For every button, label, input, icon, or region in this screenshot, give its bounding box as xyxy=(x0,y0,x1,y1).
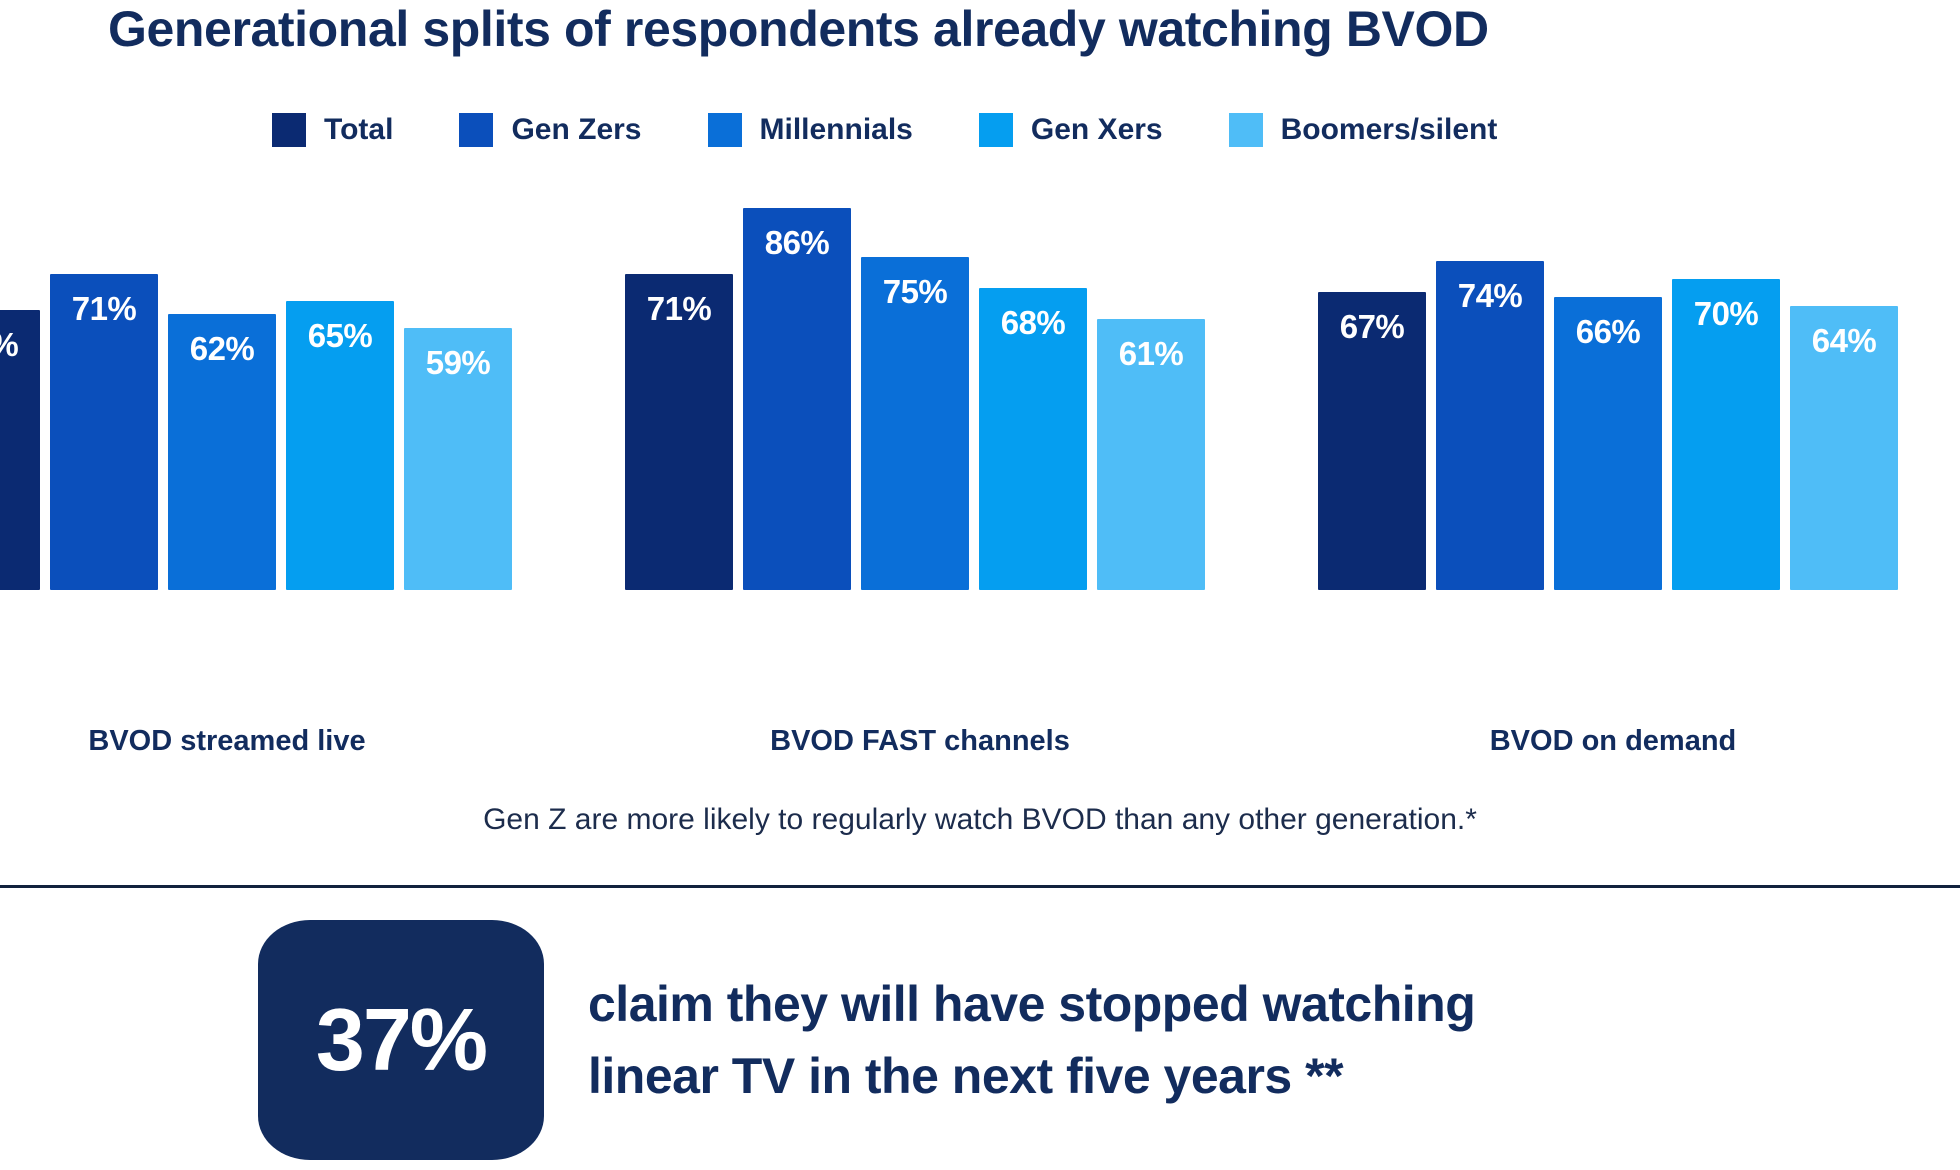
section-divider xyxy=(0,885,1960,888)
chart-caption: Gen Z are more likely to regularly watch… xyxy=(483,803,1477,836)
bar-slot: 64% xyxy=(1790,190,1898,590)
bar-value-label: 86% xyxy=(764,223,830,261)
bar-slot: 74% xyxy=(1436,190,1544,590)
legend-item-gen-zers[interactable]: Gen Zers xyxy=(459,113,642,147)
legend-item-label: Millennials xyxy=(759,113,913,146)
bar-slot: 67% xyxy=(1318,190,1426,590)
bar-value-label: 63% xyxy=(0,326,40,364)
legend-item-label: Gen Xers xyxy=(1030,113,1163,146)
category-label-bvod-streamed-live: BVOD streamed live xyxy=(88,725,366,757)
bar-value-label: 59% xyxy=(425,343,491,381)
bar-group-bvod-fast-channels: 71% 86% 75% 68% 61% xyxy=(625,190,1215,590)
bar-slot: 86% xyxy=(743,190,851,590)
bar[interactable]: 68% xyxy=(979,287,1087,590)
legend-swatch-icon xyxy=(978,113,1013,147)
bar-value-label: 65% xyxy=(307,317,373,355)
bar-value-label: 61% xyxy=(1118,334,1184,372)
bar[interactable]: 66% xyxy=(1554,296,1662,590)
page-title: Generational splits of respondents alrea… xyxy=(108,1,1489,57)
legend-item-millennials[interactable]: Millennials xyxy=(707,113,913,147)
bar-value-label: 67% xyxy=(1339,308,1405,346)
bar[interactable]: 59% xyxy=(404,327,512,590)
legend-swatch-icon xyxy=(1228,113,1263,147)
bar-group-bvod-on-demand: 67% 74% 66% 70% 64% xyxy=(1318,190,1908,590)
bar-value-label: 70% xyxy=(1693,294,1759,332)
legend-item-total[interactable]: Total xyxy=(272,113,393,147)
category-label-bvod-on-demand: BVOD on demand xyxy=(1489,725,1737,757)
legend-item-label: Total xyxy=(324,113,394,146)
bar-slot: 71% xyxy=(50,190,158,590)
bar-slot: 65% xyxy=(286,190,394,590)
legend-swatch-icon xyxy=(707,113,742,147)
bar-slot: 63% xyxy=(0,190,40,590)
bar[interactable]: 65% xyxy=(286,301,394,590)
bar-value-label: 64% xyxy=(1811,321,1877,359)
callout-line-2: linear TV in the next five years ** xyxy=(588,1048,1344,1104)
bar-slot: 71% xyxy=(625,190,733,590)
bar[interactable]: 71% xyxy=(50,274,158,590)
bar-slot: 75% xyxy=(861,190,969,590)
bar-value-label: 75% xyxy=(882,272,948,310)
statistic-callout: 37% claim they will have stopped watchin… xyxy=(258,920,1758,1160)
bar[interactable]: 62% xyxy=(168,314,276,590)
category-label-bvod-fast-channels: BVOD FAST channels xyxy=(770,725,1070,757)
bar-slot: 66% xyxy=(1554,190,1662,590)
bar[interactable]: 75% xyxy=(861,256,969,590)
bar-value-label: 71% xyxy=(646,290,712,328)
callout-value: 37% xyxy=(315,990,488,1089)
bar[interactable]: 74% xyxy=(1436,261,1544,590)
bar-slot: 62% xyxy=(168,190,276,590)
chart-legend: Total Gen Zers Millennials Gen Xers Boom… xyxy=(272,108,1497,152)
legend-swatch-icon xyxy=(459,113,494,147)
bar-value-label: 62% xyxy=(189,330,255,368)
bar[interactable]: 67% xyxy=(1318,292,1426,590)
legend-item-boomers-silent[interactable]: Boomers/silent xyxy=(1228,113,1498,147)
bar-value-label: 74% xyxy=(1457,277,1523,315)
bar-value-label: 68% xyxy=(1000,303,1066,341)
legend-item-gen-xers[interactable]: Gen Xers xyxy=(978,113,1163,147)
bar-chart-plot: 63% 71% 62% 65% 59% xyxy=(0,190,1960,590)
bar-slot: 70% xyxy=(1672,190,1780,590)
bar[interactable]: 70% xyxy=(1672,278,1780,590)
bar[interactable]: 86% xyxy=(743,207,851,590)
bar[interactable]: 63% xyxy=(0,310,40,590)
bar-slot: 61% xyxy=(1097,190,1205,590)
legend-item-label: Boomers/silent xyxy=(1280,113,1498,146)
bar-slot: 59% xyxy=(404,190,512,590)
legend-item-label: Gen Zers xyxy=(511,113,642,146)
bar[interactable]: 61% xyxy=(1097,318,1205,590)
bar-slot: 68% xyxy=(979,190,1087,590)
tv-shape-badge: 37% xyxy=(258,920,544,1160)
bar[interactable]: 64% xyxy=(1790,305,1898,590)
callout-text: claim they will have stopped watching li… xyxy=(588,968,1476,1112)
bar-group-bvod-streamed-live: 63% 71% 62% 65% 59% xyxy=(0,190,522,590)
bar-value-label: 66% xyxy=(1575,312,1641,350)
callout-line-1: claim they will have stopped watching xyxy=(588,976,1476,1032)
legend-swatch-icon xyxy=(272,113,306,147)
bar[interactable]: 71% xyxy=(625,274,733,590)
bar-value-label: 71% xyxy=(71,290,137,328)
